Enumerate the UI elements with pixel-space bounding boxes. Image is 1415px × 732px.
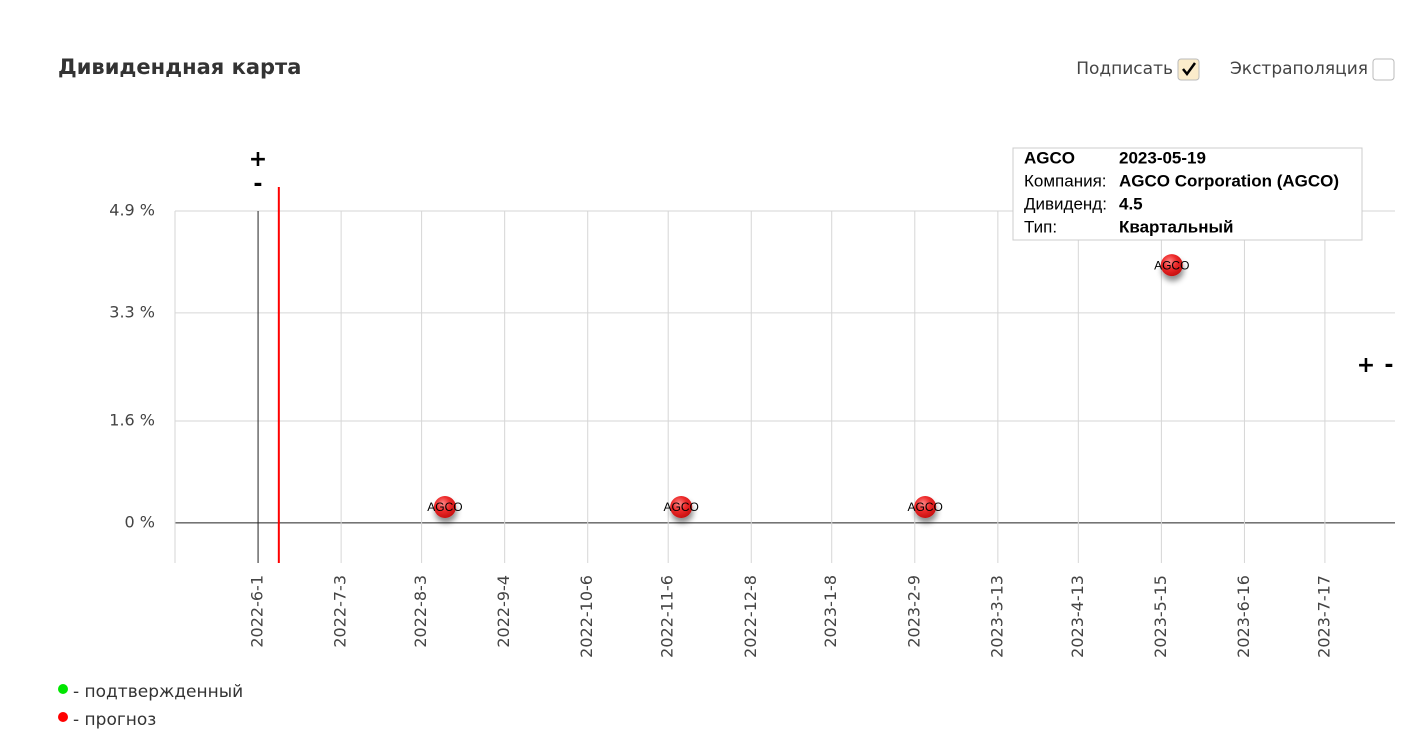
legend-dot [58,712,68,722]
tooltip-label: Дивиденд: [1024,194,1107,213]
checkbox[interactable] [1177,58,1200,81]
page-title: Дивидендная карта [58,55,301,79]
legend-label: - прогноз [73,710,156,730]
x-tick-label: 2022-7-3 [331,575,350,648]
zoom-in-y[interactable]: + [249,147,267,172]
point-label: AGCO [1154,258,1189,272]
x-tick-label: 2022-10-6 [577,575,596,658]
x-tick-label: 2023-4-13 [1068,575,1087,658]
tooltip-date: 2023-05-19 [1119,148,1206,167]
x-tick-label: 2023-6-16 [1234,575,1253,658]
point-label: AGCO [663,500,698,514]
y-tick-label: 3.3 % [109,302,155,321]
x-tick-label: 2023-2-9 [904,575,923,648]
tooltip: AGCO 2023-05-19 Компания: AGCO Corporati… [1012,147,1363,241]
tooltip-label: Компания: [1024,171,1107,190]
checkbox-label: Экстраполяция [1230,59,1368,79]
tooltip-value: Квартальный [1119,217,1233,236]
tooltip-label: Тип: [1024,217,1057,236]
y-tick-label: 0 % [125,512,155,531]
zoom-out-x[interactable]: - [1384,353,1393,378]
checkbox[interactable] [1372,58,1395,81]
x-tick-label: 2023-1-8 [821,575,840,648]
point-label: AGCO [907,500,942,514]
x-tick-label: 2022-9-4 [494,575,513,648]
tooltip-box [1012,147,1363,241]
legend-label: - подтвержденный [73,682,243,702]
dividend-point[interactable] [433,495,456,518]
point-label: AGCO [427,500,462,514]
legend-dot [58,684,68,694]
x-tick-label: 2023-7-17 [1314,575,1333,658]
x-tick-label: 2022-8-3 [411,575,430,648]
dividend-point[interactable] [1160,254,1183,277]
tooltip-value: 4.5 [1119,194,1143,213]
checkmark [1182,62,1197,77]
dividend-point[interactable] [670,495,693,518]
zoom-out-y[interactable]: - [253,172,262,197]
x-tick-label: 2022-12-8 [741,575,760,658]
dividend-point[interactable] [914,495,937,518]
x-tick-label: 2022-11-6 [658,575,677,658]
y-tick-label: 1.6 % [109,411,155,430]
x-tick-label: 2022-6-1 [248,575,267,648]
y-tick-label: 4.9 % [109,201,155,220]
x-tick-label: 2023-5-15 [1151,575,1170,658]
tooltip-value: AGCO Corporation (AGCO) [1119,171,1339,190]
zoom-in-x[interactable]: + [1357,353,1375,378]
tooltip-ticker: AGCO [1024,148,1075,167]
x-tick-label: 2023-3-13 [987,575,1006,658]
checkbox-label: Подписать [1076,59,1173,79]
